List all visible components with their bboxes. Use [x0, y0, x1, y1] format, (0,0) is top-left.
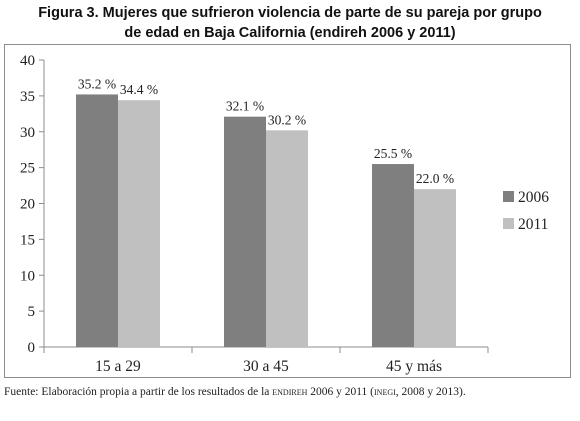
- source-mid: 2006 y 2011 (: [307, 386, 375, 398]
- x-category-label: 15 a 29: [95, 358, 141, 375]
- y-tick-label: 35: [20, 89, 35, 105]
- data-label-2006: 32.1 %: [226, 99, 264, 114]
- y-tick-label: 20: [20, 197, 35, 213]
- y-tick-label: 15: [20, 232, 35, 248]
- chart-frame: 0 5 10 15 20 25 30 35 40 15 a 29 35.2 % 34.4 % 30 a …: [4, 44, 571, 378]
- chart-title: Figura 3. Mujeres que sufrieron violenci…: [0, 3, 580, 43]
- x-category-label: 45 y más: [386, 358, 442, 375]
- bar-2011: [414, 189, 456, 347]
- bar-2006: [372, 164, 414, 347]
- y-tick-label: 40: [20, 53, 35, 69]
- data-label-2011: 22.0 %: [416, 171, 454, 186]
- bar-2011: [266, 130, 308, 347]
- data-label-2011: 34.4 %: [120, 82, 158, 97]
- x-category-label: 30 a 45: [243, 358, 289, 375]
- data-label-2006: 25.5 %: [374, 146, 412, 161]
- bar-2006: [224, 116, 266, 348]
- bar-2011: [118, 100, 160, 348]
- y-tick-label: 25: [20, 161, 35, 177]
- bar-chart: 0 5 10 15 20 25 30 35 40 15 a 29 35.2 % 34.4 % 30 a …: [20, 53, 549, 375]
- legend-label-2006: 2006: [518, 189, 549, 206]
- source-suffix: , 2008 y 2013).: [395, 386, 466, 398]
- y-tick-label: 5: [28, 304, 36, 320]
- legend-swatch-2011: [503, 218, 514, 229]
- y-tick-label: 0: [28, 340, 36, 356]
- chart-title-line1: Figura 3. Mujeres que sufrieron violenci…: [38, 5, 542, 21]
- bar-2006: [76, 94, 118, 347]
- legend-swatch-2006: [503, 191, 514, 202]
- y-tick-label: 30: [20, 125, 35, 141]
- data-label-2011: 30.2 %: [268, 112, 306, 127]
- source-endireh: endireh: [272, 386, 308, 398]
- y-tick-label: 10: [20, 268, 35, 284]
- legend-label-2011: 2011: [518, 216, 548, 233]
- chart-title-line2: de edad en Baja California (endireh 2006…: [124, 25, 456, 41]
- data-label-2006: 35.2 %: [78, 76, 116, 91]
- source-note: Fuente: Elaboración propia a partir de l…: [4, 385, 564, 400]
- source-inegi: inegi: [374, 386, 396, 398]
- source-prefix: Fuente: Elaboración propia a partir de l…: [4, 386, 273, 398]
